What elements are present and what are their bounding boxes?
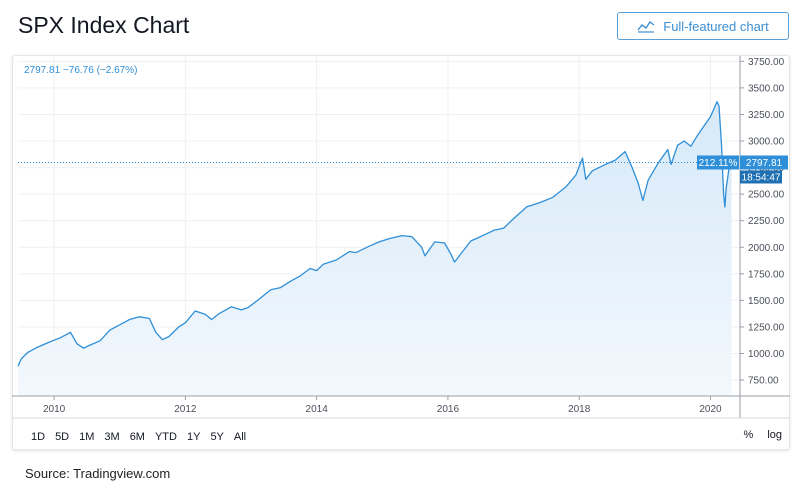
log-scale-toggle[interactable]: log: [767, 429, 782, 441]
x-tick-label: 2012: [174, 404, 197, 415]
range-button-3m[interactable]: 3M: [104, 430, 120, 443]
range-toolbar: 1D 5D 1M 3M 6M YTD 1Y 5Y All % log: [12, 423, 790, 450]
range-button-1m[interactable]: 1M: [79, 430, 95, 443]
x-tick-label: 2020: [699, 404, 722, 415]
range-button-1y[interactable]: 1Y: [186, 430, 201, 443]
range-button-5d[interactable]: 5D: [55, 430, 70, 443]
source-caption: Source: Tradingview.com: [25, 466, 171, 481]
range-button-6m[interactable]: 6M: [129, 430, 145, 443]
y-tick-label: 1250.00: [748, 322, 785, 333]
time-badge-label: 18:54:47: [742, 172, 781, 183]
y-tick-label: 2500.00: [748, 190, 785, 201]
y-tick-label: 2000.00: [748, 243, 785, 254]
y-tick-label: 3250.00: [748, 110, 785, 121]
y-tick-label: 3750.00: [748, 57, 785, 68]
y-tick-label: 1750.00: [748, 269, 785, 280]
x-tick-label: 2014: [306, 404, 329, 415]
page-title: SPX Index Chart: [18, 12, 190, 38]
y-tick-label: 1000.00: [748, 349, 785, 360]
range-button-1d[interactable]: 1D: [31, 430, 46, 443]
price-legend: 2797.81 −76.76 (−2.67%): [24, 65, 137, 76]
percent-scale-toggle[interactable]: %: [743, 429, 754, 441]
price-badge-label: 2797.81: [746, 158, 783, 169]
x-tick-label: 2018: [568, 404, 591, 415]
percent-badge: [697, 155, 739, 170]
full-featured-chart-button[interactable]: Full-featured chart: [617, 12, 789, 40]
y-tick-label: 3500.00: [748, 83, 785, 94]
y-tick-label: 750.00: [748, 376, 779, 387]
time-badge: [740, 170, 782, 184]
price-badge: [740, 155, 788, 170]
full-featured-chart-label: Full-featured chart: [663, 18, 769, 34]
x-tick-label: 2016: [437, 404, 460, 415]
area-fill: [18, 101, 732, 396]
range-button-all[interactable]: All: [233, 430, 247, 443]
chart-line-icon: [637, 20, 655, 33]
percent-badge-label: 212.11%: [699, 158, 738, 169]
y-tick-label: 3000.00: [748, 137, 785, 148]
series-line[interactable]: [17, 101, 733, 367]
x-tick-label: 2010: [43, 404, 66, 415]
range-button-5y[interactable]: 5Y: [210, 430, 224, 443]
y-tick-label: 2250.00: [748, 216, 785, 227]
range-button-ytd[interactable]: YTD: [154, 430, 177, 443]
y-tick-label: 1500.00: [748, 296, 785, 307]
